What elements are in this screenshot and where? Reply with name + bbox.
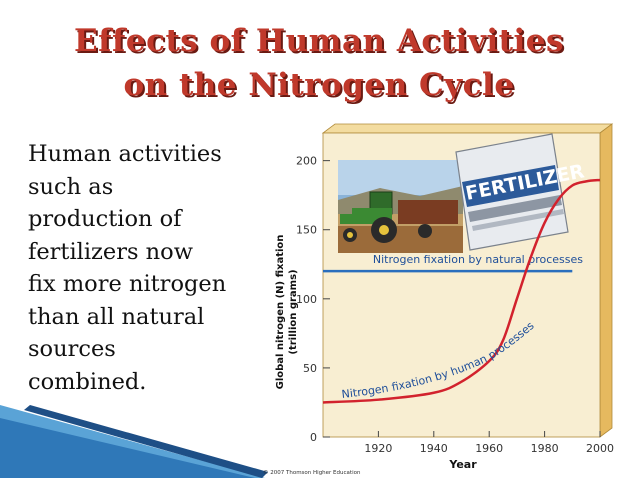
y-tick-label: 100: [296, 293, 317, 306]
y-tick-label: 200: [296, 155, 317, 168]
slide-title-line-1: Effects of Human Activities: [74, 23, 564, 59]
body-line: fix more nitrogen: [28, 271, 227, 297]
x-axis-label: Year: [448, 458, 477, 471]
body-line: Human activities: [28, 141, 222, 167]
copyright-credit: © 2007 Thomson Higher Education: [263, 470, 361, 476]
y-tick-label: 150: [296, 224, 317, 237]
y-tick-label: 0: [310, 431, 317, 444]
body-line: production of: [28, 206, 182, 232]
corner-swoosh-decoration: [0, 405, 268, 478]
body-text: Human activities such as production of f…: [28, 138, 258, 398]
body-line: fertilizers now: [28, 238, 193, 265]
y-axis-label-line-1: Global nitrogen (N) fixation: [275, 235, 286, 390]
x-tick-label: 2000: [586, 442, 614, 455]
x-tick-label: 1940: [420, 442, 448, 455]
slide-title-line-2: on the Nitrogen Cycle: [123, 67, 515, 103]
tractor-photo: [338, 160, 463, 253]
series-line-human: [322, 178, 601, 404]
fertilizer-bag-image: FERTILIZER: [455, 133, 586, 251]
y-axis-label-line-2: (trillion grams): [288, 269, 299, 354]
body-line: such as: [28, 173, 114, 200]
x-tick-label: 1920: [364, 442, 392, 455]
x-tick-label: 1960: [475, 442, 503, 455]
y-tick-label: 50: [303, 362, 317, 375]
x-tick-label: 1980: [531, 442, 559, 455]
body-line: than all natural: [28, 303, 205, 330]
series-label-natural: Nitrogen fixation by natural processes: [373, 253, 583, 266]
body-line: sources: [28, 336, 116, 362]
body-line: combined.: [28, 368, 147, 395]
